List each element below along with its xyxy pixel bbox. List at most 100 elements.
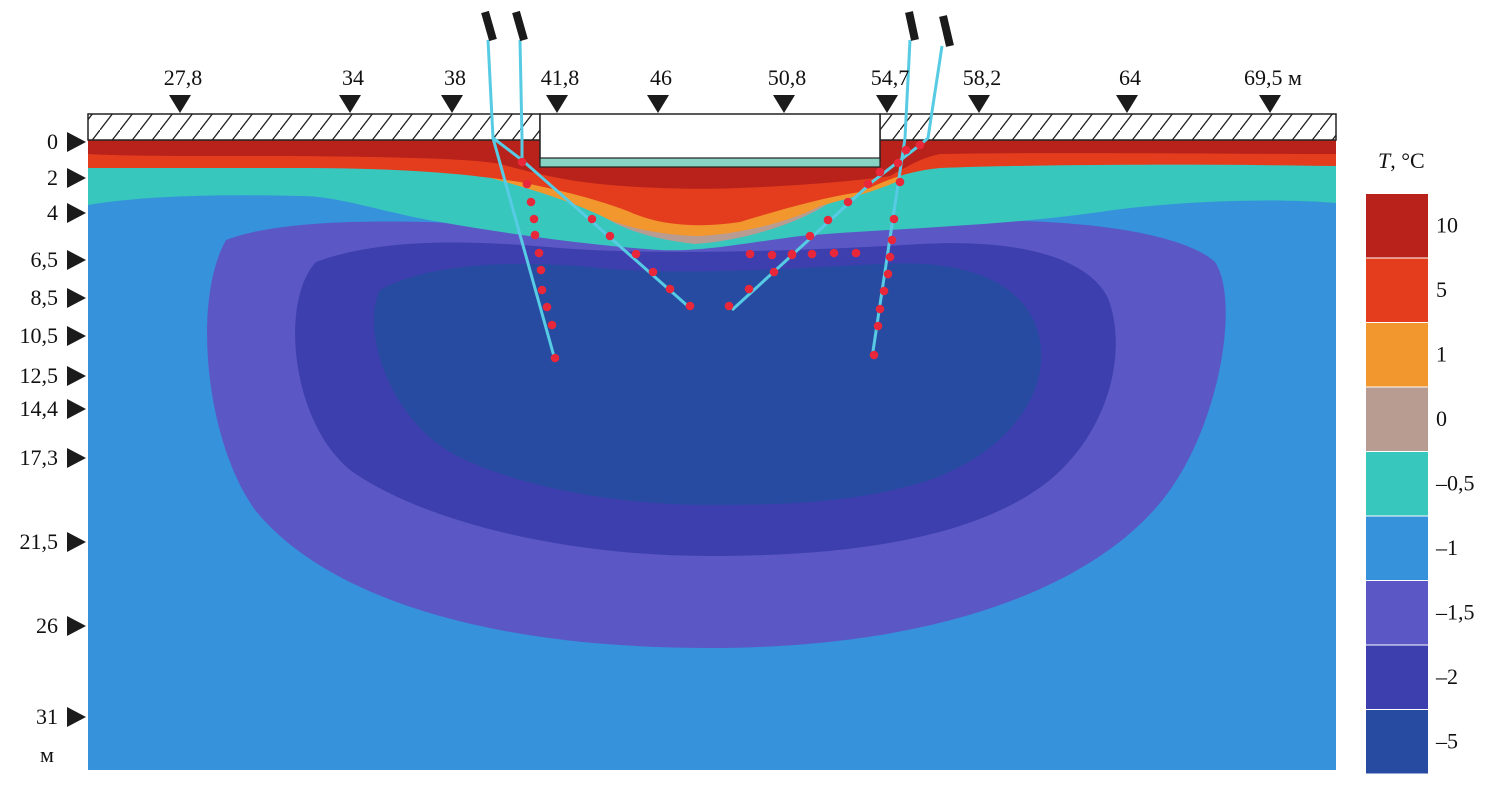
sensor-dot: [517, 157, 527, 167]
probe-head: [939, 15, 954, 47]
sensor-dot: [823, 215, 833, 225]
legend-label: –1: [1435, 535, 1458, 560]
structure-opening: [539, 113, 881, 161]
top-marker-label: 41,8: [541, 65, 580, 90]
depth-marker-triangle: [67, 168, 86, 188]
depth-marker-triangle: [67, 203, 86, 223]
ground-surface: [87, 113, 1337, 168]
depth-marker-triangle: [67, 532, 86, 552]
legend-swatch: [1366, 516, 1428, 580]
depth-unit-label: м: [40, 742, 54, 767]
sensor-dot: [526, 197, 536, 207]
sensor-dot: [915, 140, 925, 150]
sensor-dot: [885, 252, 895, 262]
sensor-dot: [887, 235, 897, 245]
top-marker-triangle: [1116, 95, 1138, 113]
depth-marker-triangle: [67, 366, 86, 386]
top-marker-triangle: [1259, 95, 1281, 113]
depth-marker-triangle: [67, 616, 86, 636]
depth-marker-label: 10,5: [20, 323, 59, 348]
sensor-dot: [863, 179, 873, 189]
sensor-dot: [895, 177, 905, 187]
top-marker-label: 69,5 м: [1244, 65, 1302, 90]
probe-line: [870, 39, 912, 359]
legend-label: –0,5: [1435, 470, 1475, 495]
sensor-dot: [631, 249, 641, 259]
top-marker-label: 27,8: [164, 65, 203, 90]
sensor-dot: [889, 214, 899, 224]
legend-label: –1,5: [1435, 599, 1475, 624]
depth-marker-label: 31: [36, 704, 58, 729]
top-marker-label: 54,7: [871, 65, 910, 90]
depth-marker-label: 4: [47, 200, 58, 225]
probe-line: [518, 39, 524, 160]
sensor-dot: [550, 353, 560, 363]
sensor-dot: [537, 285, 547, 295]
top-marker-triangle: [169, 95, 191, 113]
hatched-ground-right: [879, 113, 1337, 141]
depth-marker-triangle: [67, 326, 86, 346]
depth-marker-triangle: [67, 707, 86, 727]
top-marker-label: 58,2: [963, 65, 1002, 90]
sensor-dot: [534, 248, 544, 258]
top-marker-triangle: [876, 95, 898, 113]
depth-marker-triangle: [67, 288, 86, 308]
sensor-dot: [875, 167, 885, 177]
legend-label: 1: [1436, 341, 1447, 366]
sensor-dot: [529, 214, 539, 224]
sensor-dot: [522, 179, 532, 189]
legend-title-symbol: T: [1378, 148, 1392, 173]
sensor-dot: [879, 286, 889, 296]
top-marker-label: 34: [342, 65, 364, 90]
sensor-dot: [769, 267, 779, 277]
legend-swatch: [1366, 452, 1428, 516]
sensor-dot: [685, 301, 695, 311]
top-marker-triangle: [773, 95, 795, 113]
sensor-dot: [665, 284, 675, 294]
depth-marker-label: 12,5: [20, 363, 59, 388]
sensor-dot: [851, 248, 861, 258]
depth-marker-label: 26: [36, 613, 58, 638]
probe-head: [905, 11, 919, 41]
sensor-dot: [805, 231, 815, 241]
legend-swatch: [1366, 323, 1428, 387]
sensor-dot: [745, 249, 755, 259]
sensor-dot: [542, 302, 552, 312]
top-marker-label: 64: [1119, 65, 1141, 90]
top-marker-triangle: [968, 95, 990, 113]
sensor-dot: [869, 350, 879, 360]
depth-marker-label: 0: [47, 129, 58, 154]
top-marker-triangle: [441, 95, 463, 113]
depth-marker-triangle: [67, 448, 86, 468]
sensor-dot: [875, 304, 885, 314]
depth-marker-label: 17,3: [20, 445, 59, 470]
legend-label: –2: [1435, 664, 1458, 689]
legend-label: 5: [1436, 277, 1447, 302]
sensor-dot: [536, 265, 546, 275]
depth-marker-label: 21,5: [20, 529, 59, 554]
legend-swatch: [1366, 645, 1428, 709]
legend-label: 0: [1436, 406, 1447, 431]
top-marker-label: 38: [444, 65, 466, 90]
sensor-dot: [767, 250, 777, 260]
sensor-points: [517, 140, 925, 363]
depth-marker-label: 8,5: [31, 285, 59, 310]
sensor-dot: [744, 284, 754, 294]
horizontal-distance-markers: 27,8 34 38 41,8 46 50,8 54,7 58,2 64 69,5 м: [164, 65, 1302, 113]
sensor-dot: [901, 145, 911, 155]
top-marker-triangle: [339, 95, 361, 113]
sensor-dot: [807, 249, 817, 259]
depth-marker-label: 14,4: [20, 396, 59, 421]
depth-marker-triangle: [67, 250, 86, 270]
sensor-dot: [605, 231, 615, 241]
sensor-dot: [724, 301, 734, 311]
top-marker-triangle: [546, 95, 568, 113]
legend-swatch: [1366, 581, 1428, 645]
depth-marker-label: 6,5: [31, 247, 59, 272]
sensor-dot: [843, 197, 853, 207]
depth-marker-triangle: [67, 132, 86, 152]
sensor-dot: [873, 321, 883, 331]
